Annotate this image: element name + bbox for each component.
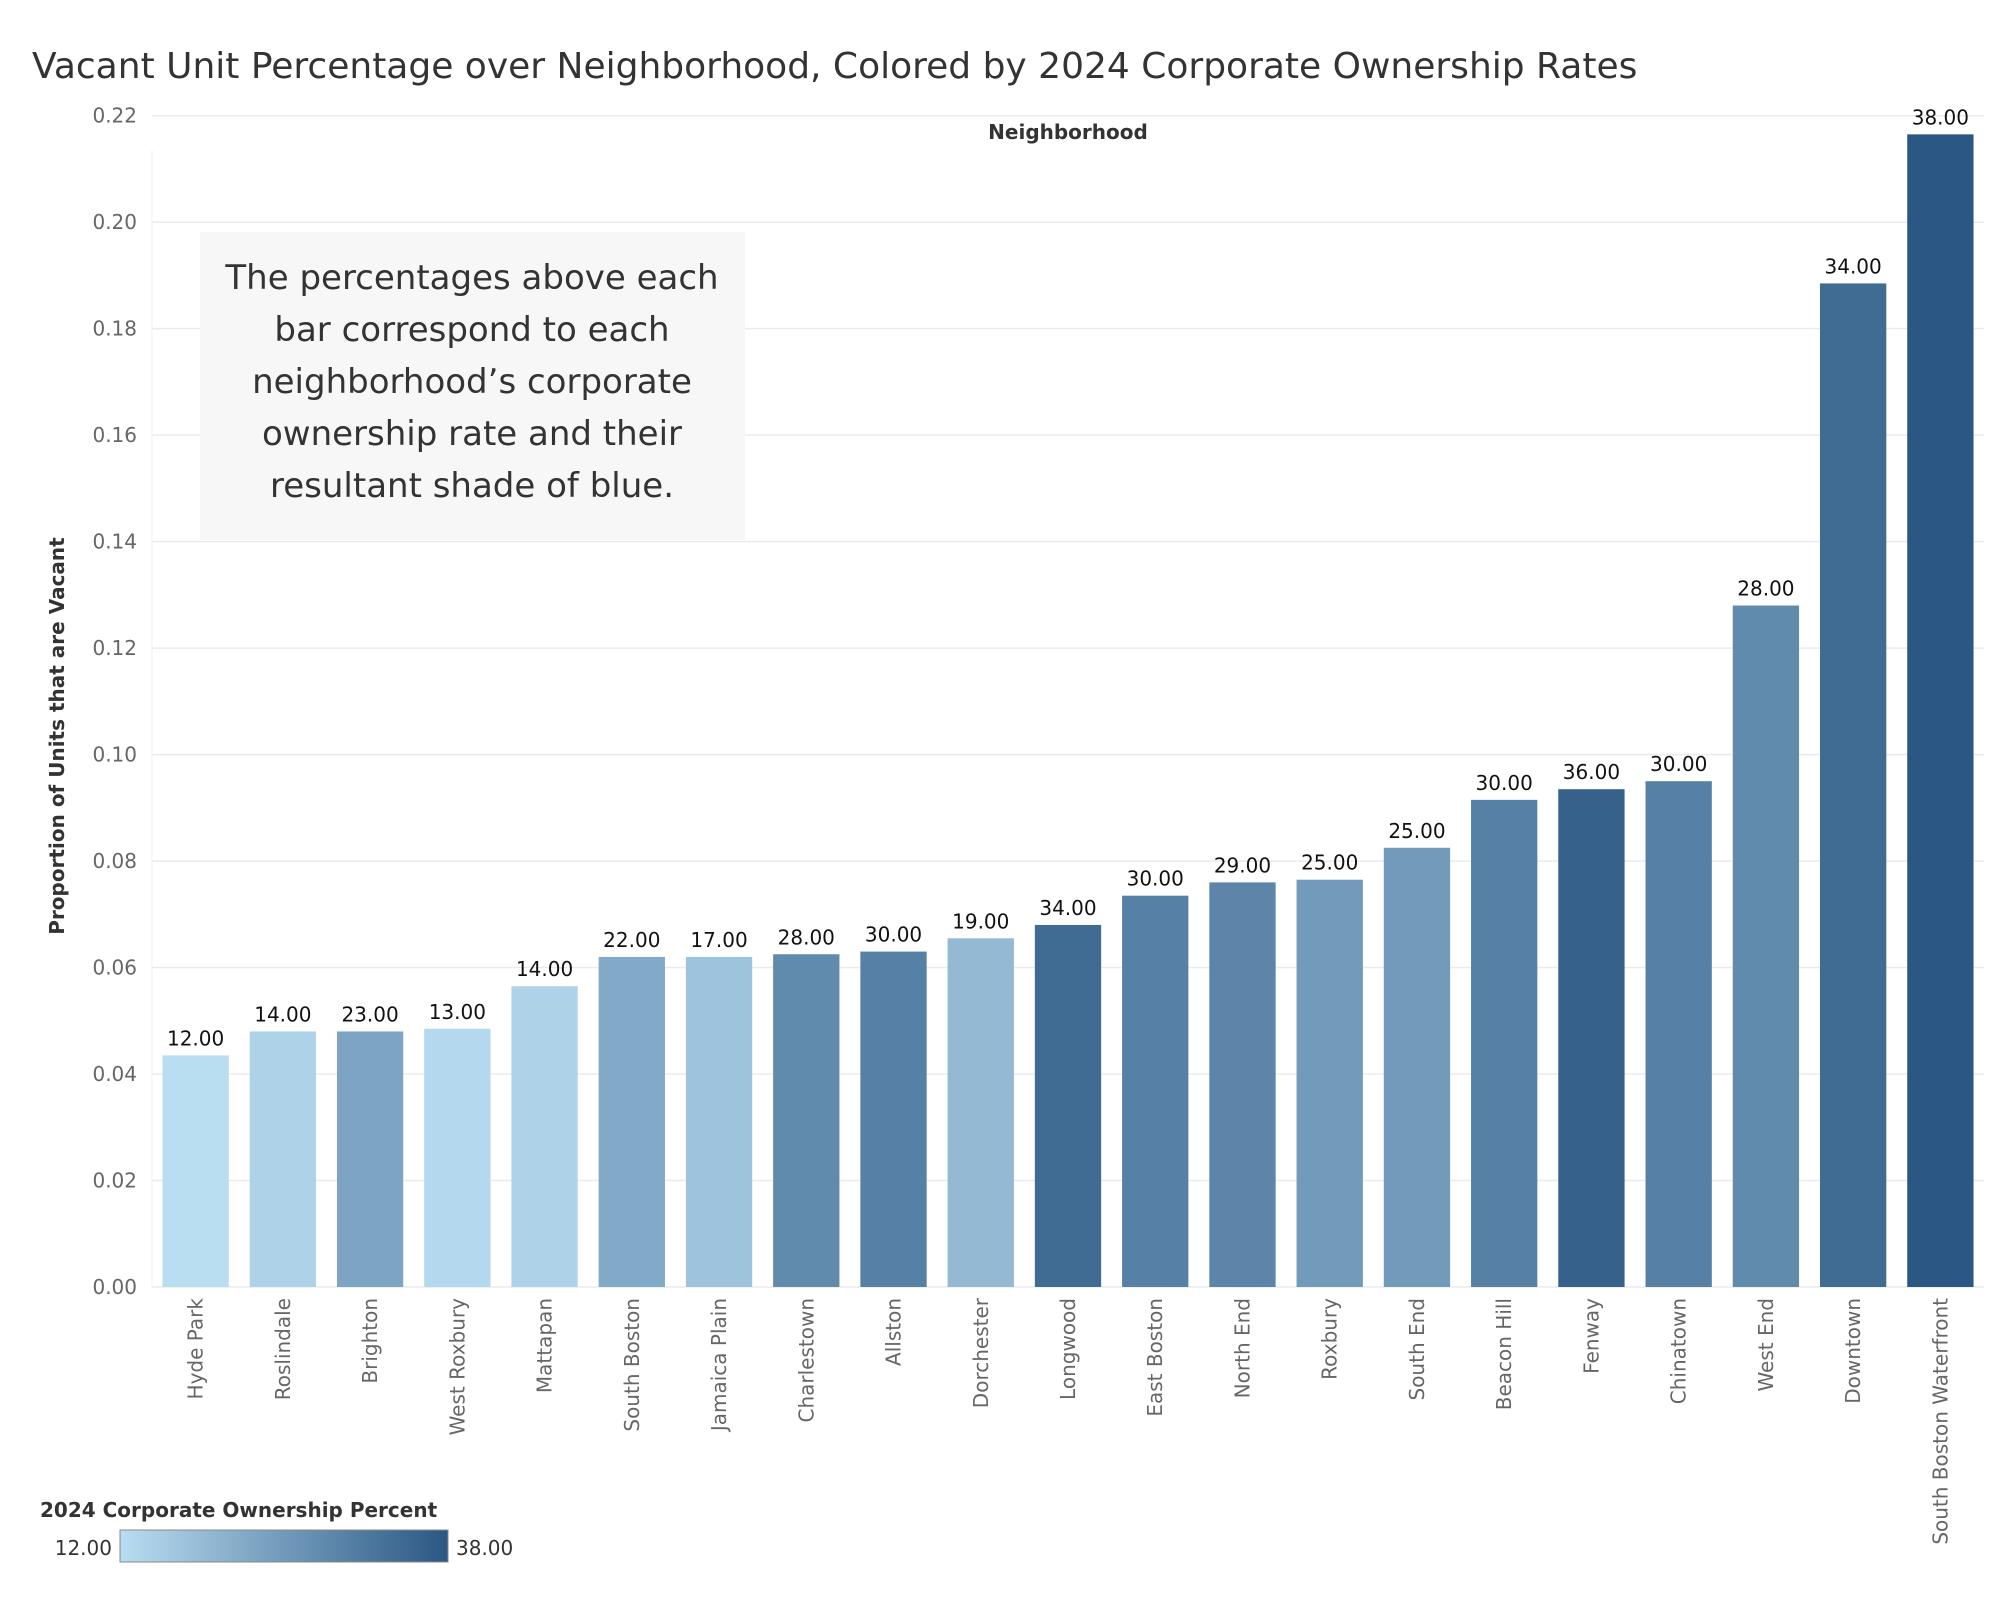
x-tick-label: Brighton — [358, 1298, 382, 1384]
bars — [162, 134, 1974, 1287]
bar-data-label: 25.00 — [1301, 851, 1358, 875]
bar-data-label: 12.00 — [167, 1026, 224, 1050]
bar-fenway — [1558, 789, 1625, 1287]
x-tick-label: Jamaica Plain — [707, 1298, 731, 1433]
y-tick-label: 0.20 — [92, 210, 137, 234]
x-tick-label: Roxbury — [1318, 1298, 1342, 1380]
x-tick-label: South End — [1405, 1298, 1429, 1401]
color-legend: 2024 Corporate Ownership Percent 12.00 3… — [40, 1498, 513, 1563]
bar-data-label: 17.00 — [690, 928, 747, 952]
y-tick-label: 0.04 — [92, 1062, 137, 1086]
bar-charlestown — [773, 954, 840, 1287]
y-tick-label: 0.18 — [92, 317, 137, 341]
bar-data-label: 34.00 — [1039, 896, 1096, 920]
legend-gradient-bar — [119, 1529, 449, 1563]
bar-west-end — [1732, 605, 1800, 1287]
bar-jamaica-plain — [685, 956, 753, 1287]
y-axis-label: Proportion of Units that are Vacant — [45, 537, 69, 935]
bar-allston — [860, 951, 927, 1287]
bar-data-label: 29.00 — [1214, 853, 1271, 877]
bar-longwood — [1034, 924, 1102, 1287]
x-tick-label: Longwood — [1056, 1298, 1080, 1400]
chart-title: Vacant Unit Percentage over Neighborhood… — [32, 46, 1637, 87]
y-tick-label: 0.02 — [92, 1169, 137, 1193]
bar-data-label: 22.00 — [603, 928, 660, 952]
bar-south-boston-waterfront — [1907, 134, 1974, 1287]
bar-west-roxbury — [424, 1028, 491, 1287]
x-tick-label: Beacon Hill — [1492, 1298, 1516, 1410]
annotation-line: neighborhood’s corporate — [252, 362, 692, 402]
bar-data-label: 25.00 — [1388, 819, 1445, 843]
bar-brighton — [336, 1031, 404, 1287]
y-tick-label: 0.06 — [92, 956, 137, 980]
legend-min-label: 12.00 — [55, 1536, 112, 1560]
bar-east-boston — [1122, 895, 1189, 1287]
bar-data-label: 13.00 — [429, 1000, 486, 1024]
x-tick-label: East Boston — [1143, 1298, 1167, 1417]
x-tick-label: Allston — [882, 1298, 906, 1366]
bar-beacon-hill — [1471, 799, 1538, 1287]
x-axis-ticks: Hyde Park Roslindale Brighton West Roxbury M… — [184, 1297, 1953, 1544]
bar-data-label: 30.00 — [865, 923, 922, 947]
x-tick-label: Roslindale — [271, 1298, 295, 1400]
bar-data-label: 28.00 — [1737, 577, 1794, 601]
bar-data-label: 30.00 — [1650, 752, 1707, 776]
bar-data-label: 38.00 — [1912, 105, 1969, 129]
bar-data-label: 19.00 — [952, 909, 1009, 933]
x-tick-label: Chinatown — [1667, 1298, 1691, 1404]
bar-north-end — [1209, 882, 1276, 1287]
x-tick-label: Hyde Park — [184, 1298, 208, 1400]
x-tick-label: Charlestown — [794, 1298, 818, 1423]
annotation-line: ownership rate and their — [262, 414, 682, 454]
legend-title: 2024 Corporate Ownership Percent — [40, 1498, 438, 1522]
bar-data-label: 14.00 — [254, 1002, 311, 1026]
bar-data-label: 30.00 — [1127, 867, 1184, 891]
annotation-line: resultant shade of blue. — [270, 466, 674, 506]
y-tick-label: 0.12 — [92, 636, 137, 660]
bar-chinatown — [1645, 781, 1712, 1287]
column-header: Neighborhood — [988, 120, 1148, 144]
annotation-line: bar correspond to each — [274, 310, 669, 350]
x-tick-label: West End — [1754, 1298, 1778, 1392]
y-tick-label: 0.10 — [92, 743, 137, 767]
bar-south-end — [1383, 847, 1451, 1287]
bar-data-label: 30.00 — [1476, 771, 1533, 795]
bar-hyde-park — [162, 1055, 229, 1287]
x-tick-label: Fenway — [1579, 1298, 1603, 1374]
bar-roslindale — [249, 1031, 317, 1287]
bar-mattapan — [511, 986, 578, 1287]
bar-data-label: 23.00 — [341, 1002, 398, 1026]
y-tick-label: 0.16 — [92, 423, 137, 447]
x-tick-label: North End — [1230, 1298, 1254, 1398]
bar-labels: 12.00 14.00 23.00 13.00 14.00 22.00 17.00 28.00… — [167, 105, 1969, 1050]
y-tick-label: 0.22 — [92, 104, 137, 128]
annotation-line: The percentages above each — [224, 258, 718, 298]
bar-data-label: 36.00 — [1563, 760, 1620, 784]
y-tick-label: 0.14 — [92, 530, 137, 554]
x-tick-label: Downtown — [1841, 1298, 1865, 1404]
x-tick-label: South Boston — [620, 1298, 644, 1432]
x-tick-label: South Boston Waterfront — [1928, 1298, 1952, 1545]
y-tick-label: 0.00 — [92, 1275, 137, 1299]
x-tick-label: Mattapan — [533, 1298, 557, 1393]
bar-downtown — [1819, 283, 1887, 1287]
legend-max-label: 38.00 — [456, 1536, 513, 1560]
annotation-box: The percentages above each bar correspond… — [200, 232, 745, 540]
y-axis-ticks: 0.00 0.02 0.04 0.06 0.08 0.10 0.12 0.14 0.16 0.18… — [92, 104, 137, 1299]
bar-data-label: 14.00 — [516, 957, 573, 981]
x-tick-label: Dorchester — [969, 1297, 993, 1408]
bar-roxbury — [1296, 879, 1363, 1287]
bar-data-label: 28.00 — [778, 925, 835, 949]
bar-dorchester — [947, 938, 1014, 1287]
x-tick-label: West Roxbury — [445, 1298, 469, 1436]
bar-data-label: 34.00 — [1825, 254, 1882, 278]
bar-south-boston — [598, 956, 665, 1287]
y-tick-label: 0.08 — [92, 849, 137, 873]
